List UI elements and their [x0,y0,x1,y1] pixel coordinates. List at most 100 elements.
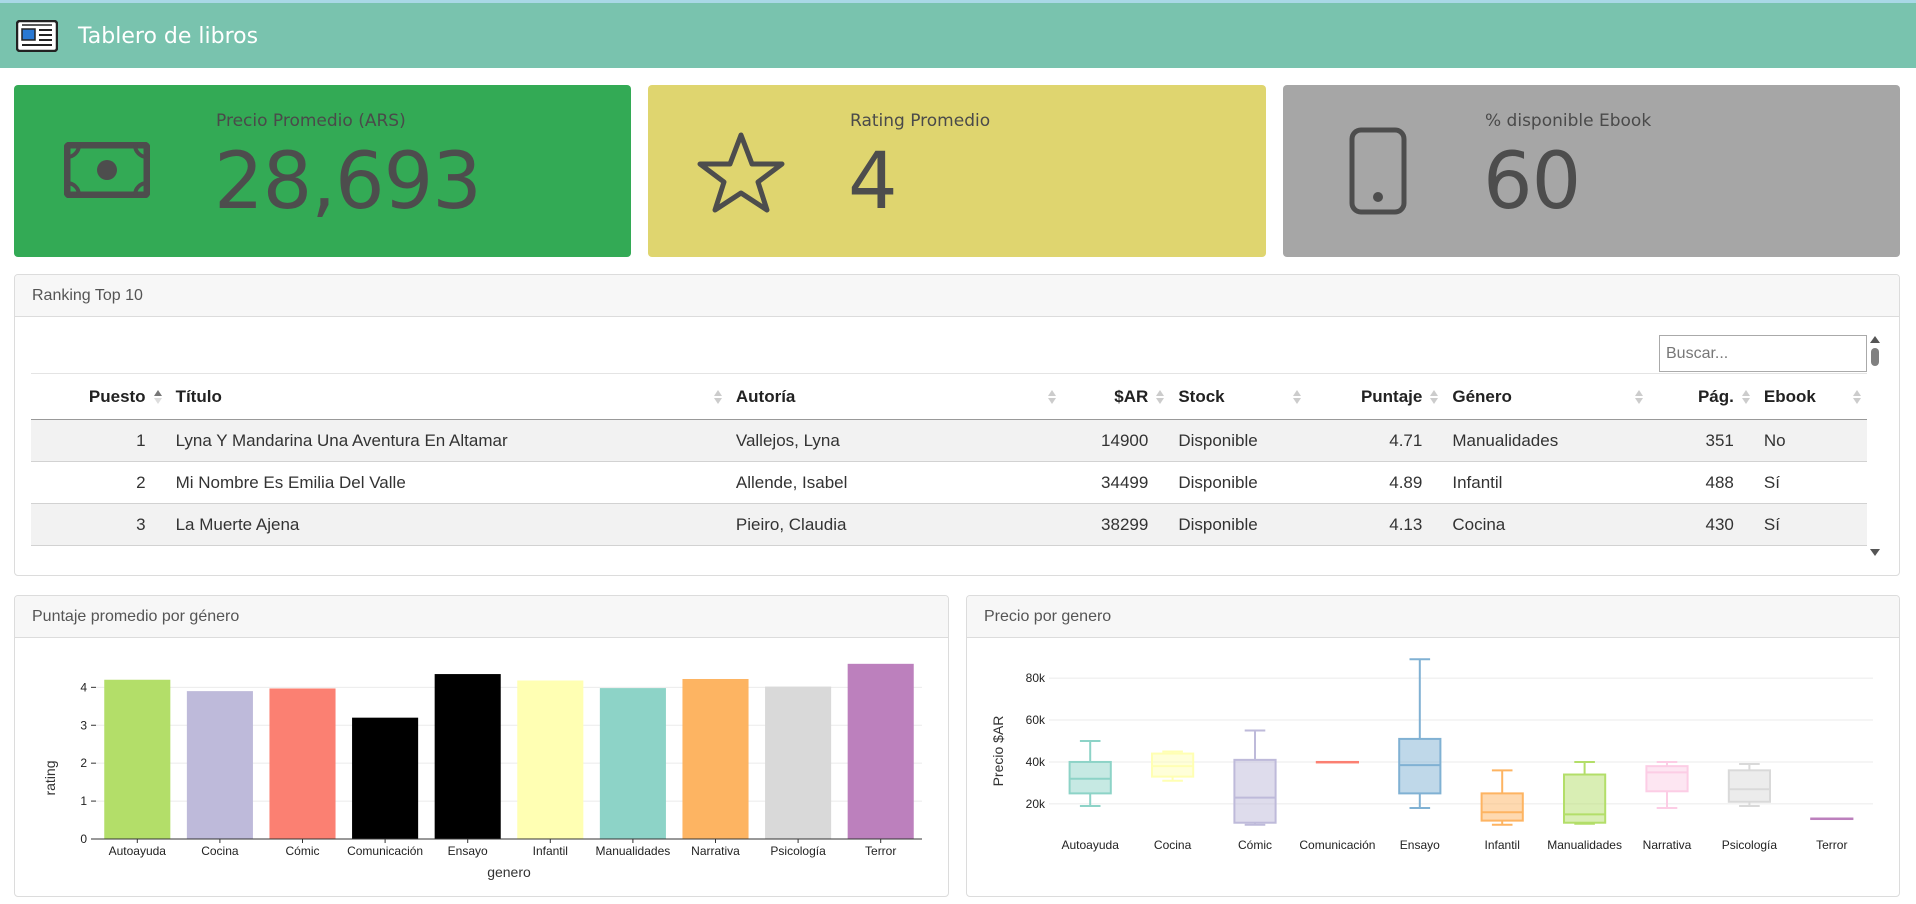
column-header-titulo[interactable]: Título [167,373,728,420]
ranking-table: Puesto Título Autoría $AR Stock Puntaje … [31,373,1867,546]
y-tick-label: 40k [1026,755,1046,769]
table-row[interactable]: 1 Lyna Y Mandarina Una Aventura En Altam… [31,419,1867,462]
box [1398,658,1442,810]
box [1233,729,1277,826]
x-tick-label: Ensayo [448,844,488,858]
star-icon [697,132,785,213]
cell-stock: Disponible [1170,419,1308,462]
y-tick-label: 0 [80,832,87,846]
cell-puesto: 3 [31,503,168,546]
bar [352,717,419,839]
cell-precio: 38299 [1062,503,1171,546]
bar [434,674,501,839]
bar-chart: 0 1 2 3 4 Autoayuda Cocina Cómic Comunicación Ens… [42,663,922,880]
x-tick-label: Infantil [1485,838,1520,852]
sort-icon [713,390,722,404]
box-body [1398,737,1442,795]
bar [847,663,914,839]
y-axis-label: rating [42,760,58,795]
sort-icon [1741,390,1750,404]
x-tick-label: Autoayuda [1062,838,1120,852]
sort-icon [1634,390,1643,404]
y-tick-label: 80k [1026,671,1046,685]
box-body [1563,773,1607,824]
column-header-puesto[interactable]: Puesto [31,373,168,420]
box-body [1480,792,1524,822]
sort-asc-icon [153,390,162,404]
cell-ebook: No [1755,419,1867,462]
y-tick-label: 60k [1026,713,1046,727]
box-body [1068,760,1112,795]
card-value: 60 [1483,137,1581,227]
cell-titulo: La Muerte Ajena [167,503,728,546]
x-tick-label: Cocina [201,844,239,858]
sort-icon [1853,390,1861,404]
panel-title: Puntaje promedio por género [15,596,948,638]
scroll-up-icon[interactable] [1870,336,1880,343]
x-tick-label: Infantil [533,844,568,858]
box [1727,763,1771,807]
x-tick-label: Terror [865,844,896,858]
cell-genero: Infantil [1444,461,1649,504]
column-header-genero[interactable]: Género [1444,373,1649,420]
table-row[interactable]: 2 Mi Nombre Es Emilia Del Valle Allende,… [31,461,1867,504]
card-value: 4 [848,137,898,227]
box [1810,817,1854,821]
column-header-stock[interactable]: Stock [1170,373,1308,420]
box [1645,760,1689,810]
panel-title: Ranking Top 10 [15,275,1899,317]
y-tick-label: 2 [80,756,87,770]
scroll-thumb[interactable] [1871,348,1879,366]
x-tick-label: Psicología [770,844,826,858]
box-chart: 20k 40k 60k 80k Autoayuda Cocina Cómic Comunica… [990,658,1873,852]
search-input[interactable] [1659,335,1867,372]
cell-stock: Disponible [1170,503,1308,546]
bar [765,686,832,839]
bar [186,691,253,839]
card-label: Rating Promedio [850,111,991,131]
box-body [1151,752,1195,778]
sort-icon [1430,390,1439,404]
box [1068,740,1112,807]
cell-stock: Disponible [1170,461,1308,504]
x-tick-label: Comunicación [347,844,423,858]
cell-precio: 34499 [1062,461,1171,504]
sort-icon [1293,390,1302,404]
box-chart-panel: Precio por genero 20k 40k 60k 80k Autoayuda C… [966,595,1900,897]
cell-puntaje: 4.89 [1307,461,1445,504]
bar [104,679,171,839]
cell-puntaje: 4.71 [1307,419,1445,462]
y-axis-label: Precio $AR [990,716,1006,787]
column-header-precio[interactable]: $AR [1062,373,1171,420]
box-body [1233,758,1277,824]
bar [682,678,749,839]
table-row[interactable]: 3 La Muerte Ajena Pieiro, Claudia 38299 … [31,503,1867,546]
box-body [1727,769,1771,803]
cell-autoria: Allende, Isabel [727,461,1063,504]
table-header-row: Puesto Título Autoría $AR Stock Puntaje … [31,373,1867,420]
top-bar: Tablero de libros [0,0,1916,68]
x-tick-label: Cómic [285,844,319,858]
cell-autoria: Vallejos, Lyna [727,419,1063,462]
cell-genero: Cocina [1444,503,1649,546]
panel-title: Precio por genero [967,596,1899,638]
column-header-puntaje[interactable]: Puntaje [1307,373,1445,420]
card-label: Precio Promedio (ARS) [216,111,406,131]
cell-genero: Manualidades [1444,419,1649,462]
box [1315,760,1359,764]
cell-paginas: 351 [1648,419,1756,462]
table-scrollbar[interactable] [1870,336,1880,556]
column-header-paginas[interactable]: Pág. [1648,373,1756,420]
column-header-autoria[interactable]: Autoría [727,373,1063,420]
column-header-ebook[interactable]: Ebook [1755,373,1867,420]
cell-titulo: Lyna Y Mandarina Una Aventura En Altamar [167,419,728,462]
box [1151,750,1195,782]
bar [599,688,666,839]
money-icon [64,142,150,198]
cell-puntaje: 4.13 [1307,503,1445,546]
x-tick-label: Ensayo [1400,838,1440,852]
cell-paginas: 430 [1648,503,1756,546]
cell-titulo: Mi Nombre Es Emilia Del Valle [167,461,728,504]
scroll-down-icon[interactable] [1870,549,1880,556]
y-tick-label: 1 [80,794,87,808]
